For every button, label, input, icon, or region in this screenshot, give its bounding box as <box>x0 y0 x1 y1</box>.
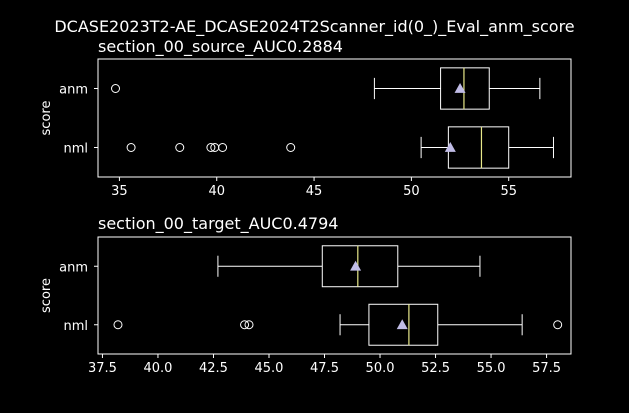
outlier-point-target-nml-2 <box>244 320 254 330</box>
outlier-point-target-nml-1 <box>240 320 250 330</box>
x-tick-label-target-5: 50.0 <box>366 361 395 376</box>
axes-frame-source <box>97 58 572 178</box>
outlier-point-source-nml-4 <box>218 143 228 152</box>
box-target-anm <box>321 245 399 288</box>
mean-marker-target-anm <box>350 260 362 271</box>
y-tick-label-target-anm: anm <box>59 260 88 275</box>
y-tick-label-source-nml: nml <box>63 142 88 157</box>
x-tick-label-target-4: 47.5 <box>310 361 339 376</box>
x-tick-label-source-4: 55 <box>500 184 517 199</box>
y-tick-label-source-anm: anm <box>59 83 88 98</box>
y-tick-label-target-nml: nml <box>63 319 88 334</box>
x-tick-label-source-3: 50 <box>403 184 420 199</box>
panel-title-source: section_00_source_AUC0.2884 <box>98 37 343 57</box>
y-axis-label-source: score <box>39 101 54 136</box>
outlier-point-target-nml-0 <box>113 320 123 330</box>
panel-title-target: section_00_target_AUC0.4794 <box>98 214 338 234</box>
x-tick-label-target-7: 55.0 <box>477 361 506 376</box>
mean-marker-source-anm <box>454 83 466 93</box>
mean-marker-target-nml <box>396 319 408 330</box>
outlier-point-source-nml-0 <box>126 143 136 152</box>
x-tick-label-target-3: 45.0 <box>255 361 284 376</box>
x-tick-label-source-0: 35 <box>111 184 128 199</box>
outlier-point-source-nml-5 <box>286 143 296 152</box>
box-source-anm <box>440 67 490 110</box>
outlier-point-source-anm-0 <box>111 84 121 93</box>
figure-suptitle: DCASE2023T2-AE_DCASE2024T2Scanner_id(0_)… <box>54 17 574 37</box>
outlier-point-target-nml-3 <box>553 320 563 330</box>
box-target-nml <box>368 303 439 346</box>
outlier-point-source-nml-2 <box>206 143 216 152</box>
x-tick-label-target-1: 40.0 <box>143 361 172 376</box>
x-tick-label-target-6: 52.5 <box>421 361 450 376</box>
outlier-point-source-nml-1 <box>175 143 185 152</box>
axes-frame-target <box>97 236 572 355</box>
x-tick-label-source-1: 40 <box>208 184 225 199</box>
x-tick-label-target-0: 37.5 <box>88 361 117 376</box>
y-axis-label-target: score <box>39 278 54 313</box>
x-tick-label-source-2: 45 <box>306 184 323 199</box>
mean-marker-source-nml <box>444 142 456 152</box>
x-tick-label-target-8: 57.5 <box>532 361 561 376</box>
x-tick-label-target-2: 42.5 <box>199 361 228 376</box>
